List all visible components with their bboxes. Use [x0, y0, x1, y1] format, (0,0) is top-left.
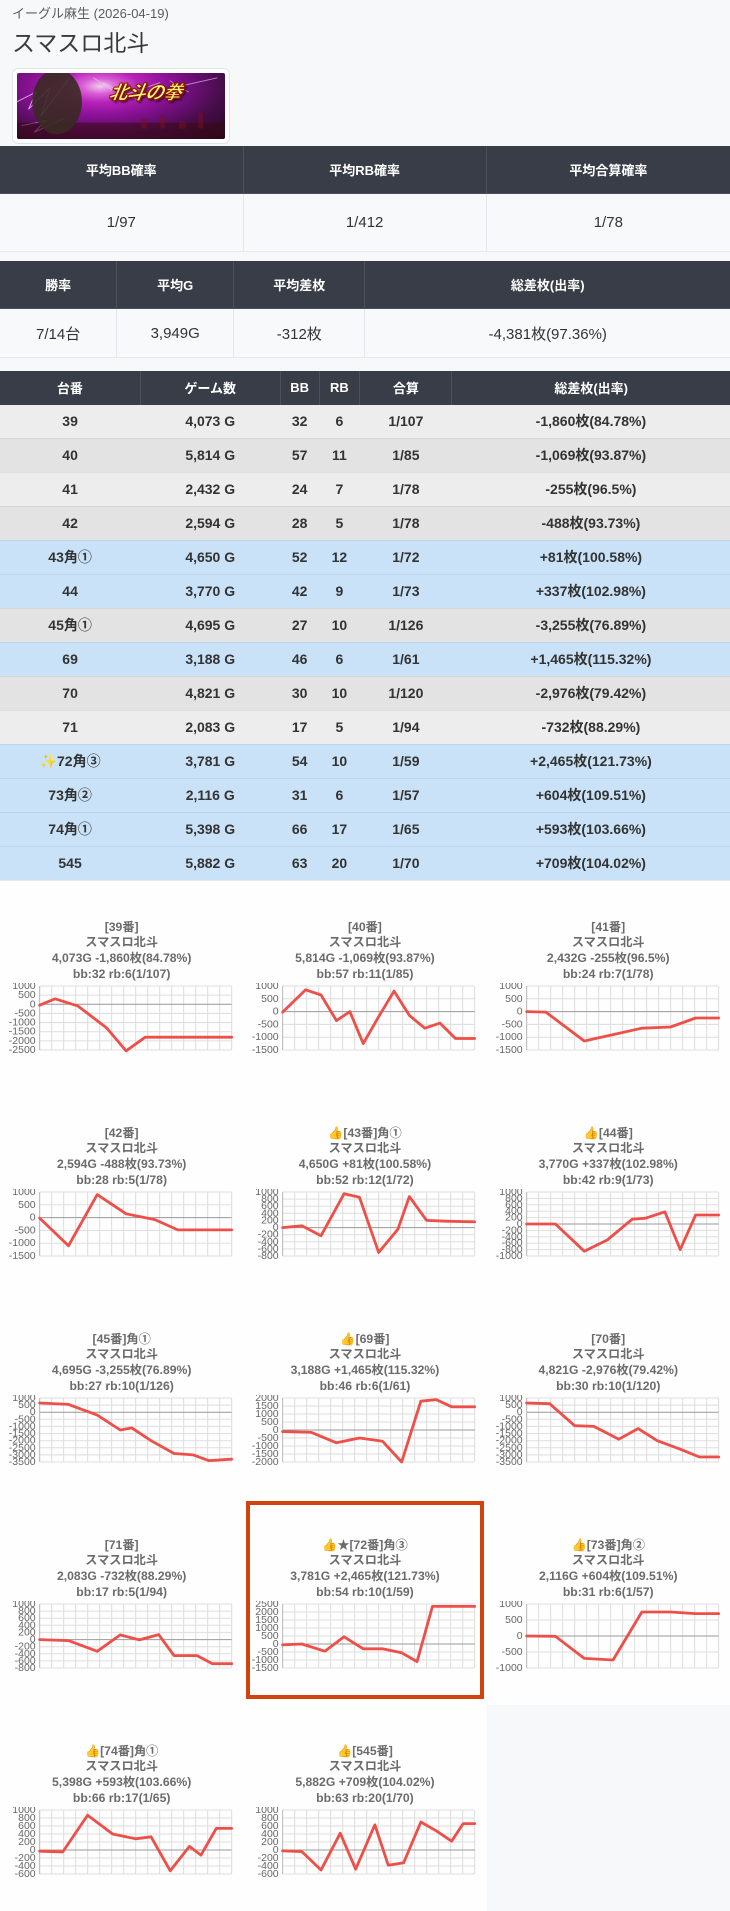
svg-text:-800: -800 [15, 1662, 36, 1671]
svg-text:-1500: -1500 [495, 1044, 522, 1053]
svg-text:-500: -500 [501, 1646, 522, 1658]
svg-text:0: 0 [30, 1211, 36, 1223]
svg-text:1000: 1000 [256, 983, 280, 992]
svg-text:-1000: -1000 [495, 1250, 522, 1259]
svg-text:-1500: -1500 [9, 1250, 36, 1259]
svg-text:-1000: -1000 [9, 1237, 36, 1249]
svg-text:-2000: -2000 [252, 1456, 279, 1465]
svg-text:-1000: -1000 [495, 1662, 522, 1671]
svg-text:500: 500 [18, 1198, 36, 1210]
svg-text:500: 500 [505, 992, 523, 1004]
svg-text:1000: 1000 [12, 1189, 36, 1198]
svg-text:-600: -600 [258, 1868, 279, 1877]
svg-text:500: 500 [505, 1614, 523, 1626]
svg-text:0: 0 [516, 1630, 522, 1642]
svg-text:-1000: -1000 [252, 1031, 279, 1043]
svg-text:0: 0 [273, 1005, 279, 1017]
svg-text:-1000: -1000 [495, 1031, 522, 1043]
svg-text:0: 0 [516, 1005, 522, 1017]
svg-text:-500: -500 [258, 1018, 279, 1030]
svg-text:-2500: -2500 [9, 1044, 36, 1053]
svg-text:-3500: -3500 [9, 1456, 36, 1465]
svg-text:500: 500 [261, 992, 279, 1004]
svg-text:-1500: -1500 [252, 1044, 279, 1053]
svg-text:-1500: -1500 [252, 1662, 279, 1671]
svg-text:-500: -500 [15, 1224, 36, 1236]
svg-text:-600: -600 [15, 1868, 36, 1877]
svg-text:1000: 1000 [499, 1601, 523, 1610]
svg-text:-3500: -3500 [495, 1456, 522, 1465]
svg-text:-800: -800 [258, 1250, 279, 1259]
svg-text:1000: 1000 [499, 983, 523, 992]
svg-text:-500: -500 [501, 1018, 522, 1030]
